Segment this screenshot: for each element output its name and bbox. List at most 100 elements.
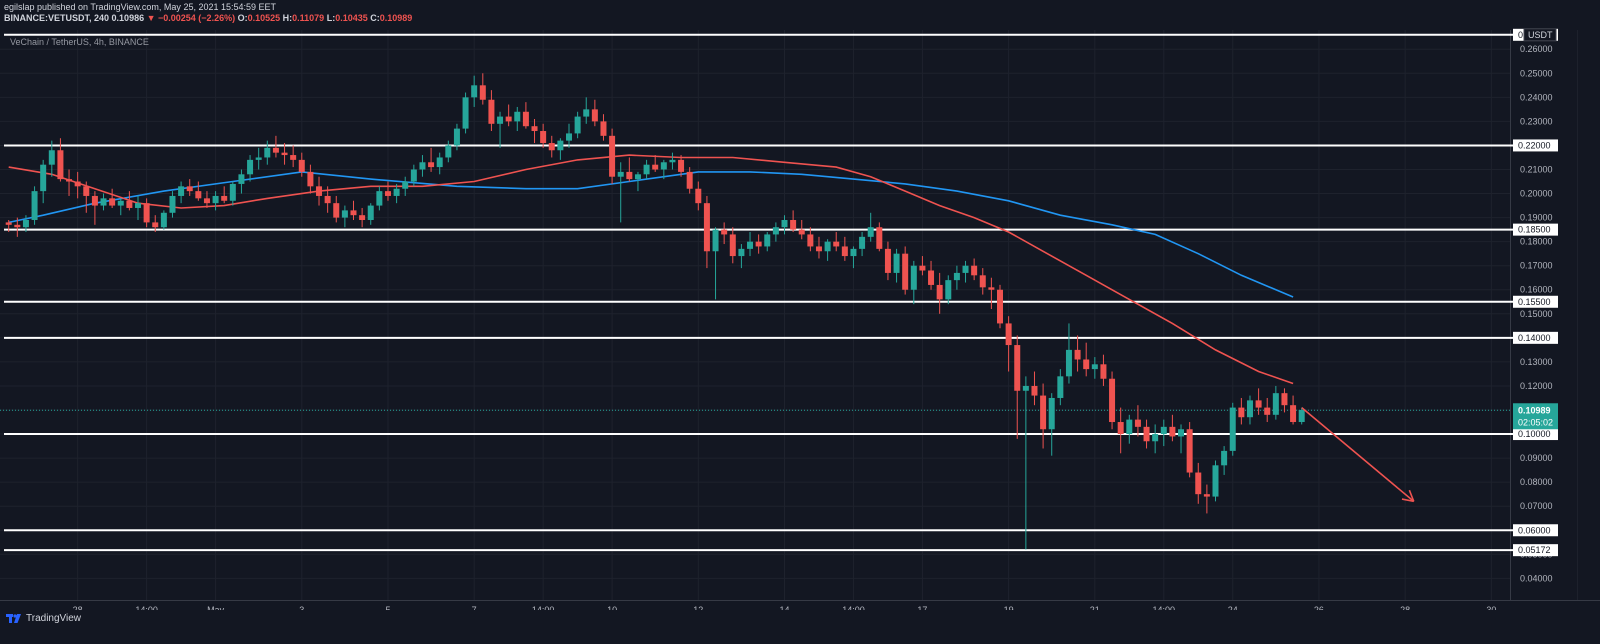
candle bbox=[471, 75, 478, 107]
candle-body bbox=[1152, 434, 1159, 442]
candle-body bbox=[936, 284, 943, 300]
candle-body bbox=[1100, 364, 1107, 379]
candle-body bbox=[410, 169, 417, 182]
candle-body bbox=[238, 174, 245, 184]
price-tick-label: 0.09000 bbox=[1520, 453, 1553, 463]
candle-body bbox=[1229, 407, 1236, 451]
candle-body bbox=[393, 188, 400, 196]
candle-body bbox=[1186, 429, 1193, 473]
candle bbox=[962, 260, 969, 283]
price-tick-label: 0.20000 bbox=[1520, 189, 1553, 199]
tradingview-icon bbox=[6, 614, 21, 623]
price-tick-label: 0.13000 bbox=[1520, 357, 1553, 367]
candle bbox=[928, 260, 935, 290]
candle bbox=[971, 258, 978, 281]
candle bbox=[410, 164, 417, 187]
candle bbox=[600, 114, 607, 141]
candle bbox=[1255, 388, 1262, 415]
ma-slow bbox=[8, 171, 1294, 298]
level-label: 0 bbox=[1518, 30, 1523, 40]
candle bbox=[272, 135, 279, 158]
candle bbox=[1134, 405, 1141, 437]
candle-body bbox=[884, 248, 891, 273]
candle bbox=[807, 227, 814, 252]
candle bbox=[1126, 414, 1133, 444]
candle-body bbox=[747, 241, 754, 249]
candle-body bbox=[988, 287, 995, 290]
candle-body bbox=[566, 133, 572, 141]
currency-label: USDT bbox=[1528, 30, 1553, 40]
candle bbox=[997, 284, 1003, 329]
candle bbox=[1109, 371, 1116, 430]
candle bbox=[1246, 395, 1253, 425]
candle bbox=[712, 227, 719, 300]
candle-body bbox=[1048, 397, 1055, 430]
candle bbox=[212, 191, 219, 211]
candle bbox=[316, 176, 323, 206]
low-label: L: bbox=[326, 13, 336, 23]
candle-body bbox=[548, 143, 555, 151]
level-label: 0.10000 bbox=[1518, 429, 1551, 439]
candle bbox=[178, 181, 185, 204]
candle-body bbox=[428, 162, 435, 168]
candle bbox=[652, 155, 659, 172]
candle bbox=[376, 186, 383, 211]
candle-body bbox=[152, 222, 159, 228]
candle bbox=[548, 135, 555, 158]
candle-body bbox=[203, 198, 210, 204]
candle-body bbox=[790, 220, 797, 230]
candle-body bbox=[1290, 405, 1297, 423]
candle bbox=[988, 277, 995, 309]
candle bbox=[367, 203, 374, 225]
candle-body bbox=[772, 227, 779, 235]
tradingview-logo[interactable]: TradingView bbox=[6, 612, 81, 624]
candle-body bbox=[143, 203, 150, 223]
candles bbox=[5, 73, 1305, 550]
candle bbox=[83, 181, 90, 213]
candle bbox=[57, 138, 64, 182]
candle-body bbox=[100, 198, 107, 206]
price-tick-label: 0.19000 bbox=[1520, 213, 1553, 223]
candle-body bbox=[367, 205, 374, 220]
level-label: 0.06000 bbox=[1518, 525, 1551, 535]
level-label: 0.15500 bbox=[1518, 297, 1551, 307]
candle-body bbox=[522, 111, 529, 127]
candle bbox=[341, 205, 348, 228]
candle-body bbox=[341, 210, 348, 218]
candle-body bbox=[729, 234, 736, 257]
candle-body bbox=[833, 241, 840, 247]
candle-body bbox=[1091, 364, 1098, 370]
candle-body bbox=[1005, 323, 1012, 346]
candle bbox=[798, 220, 805, 240]
candle bbox=[1091, 357, 1098, 379]
candle-body bbox=[453, 128, 460, 146]
candle bbox=[117, 198, 124, 216]
candle-body bbox=[1160, 426, 1167, 435]
candle-body bbox=[14, 224, 21, 228]
high-label: H: bbox=[282, 13, 293, 23]
candle-body bbox=[634, 174, 641, 180]
candle-body bbox=[1109, 378, 1116, 423]
candle-body bbox=[83, 186, 90, 196]
candle-body bbox=[583, 109, 590, 117]
candle bbox=[402, 176, 409, 196]
candle bbox=[833, 232, 840, 252]
candle bbox=[1074, 335, 1081, 372]
candle bbox=[462, 92, 469, 134]
candle-body bbox=[22, 220, 29, 228]
candle-body bbox=[850, 248, 857, 257]
candle bbox=[721, 222, 728, 245]
candle-body bbox=[609, 135, 616, 177]
candle bbox=[135, 195, 141, 220]
candle bbox=[350, 200, 357, 220]
candle bbox=[247, 155, 254, 182]
candle-body bbox=[764, 234, 771, 247]
candle bbox=[1031, 371, 1038, 406]
candle bbox=[5, 220, 12, 233]
candle bbox=[91, 191, 98, 225]
level-label-box bbox=[1513, 295, 1558, 308]
candle bbox=[1152, 424, 1159, 454]
candle-body bbox=[471, 85, 478, 98]
candle bbox=[841, 236, 848, 261]
